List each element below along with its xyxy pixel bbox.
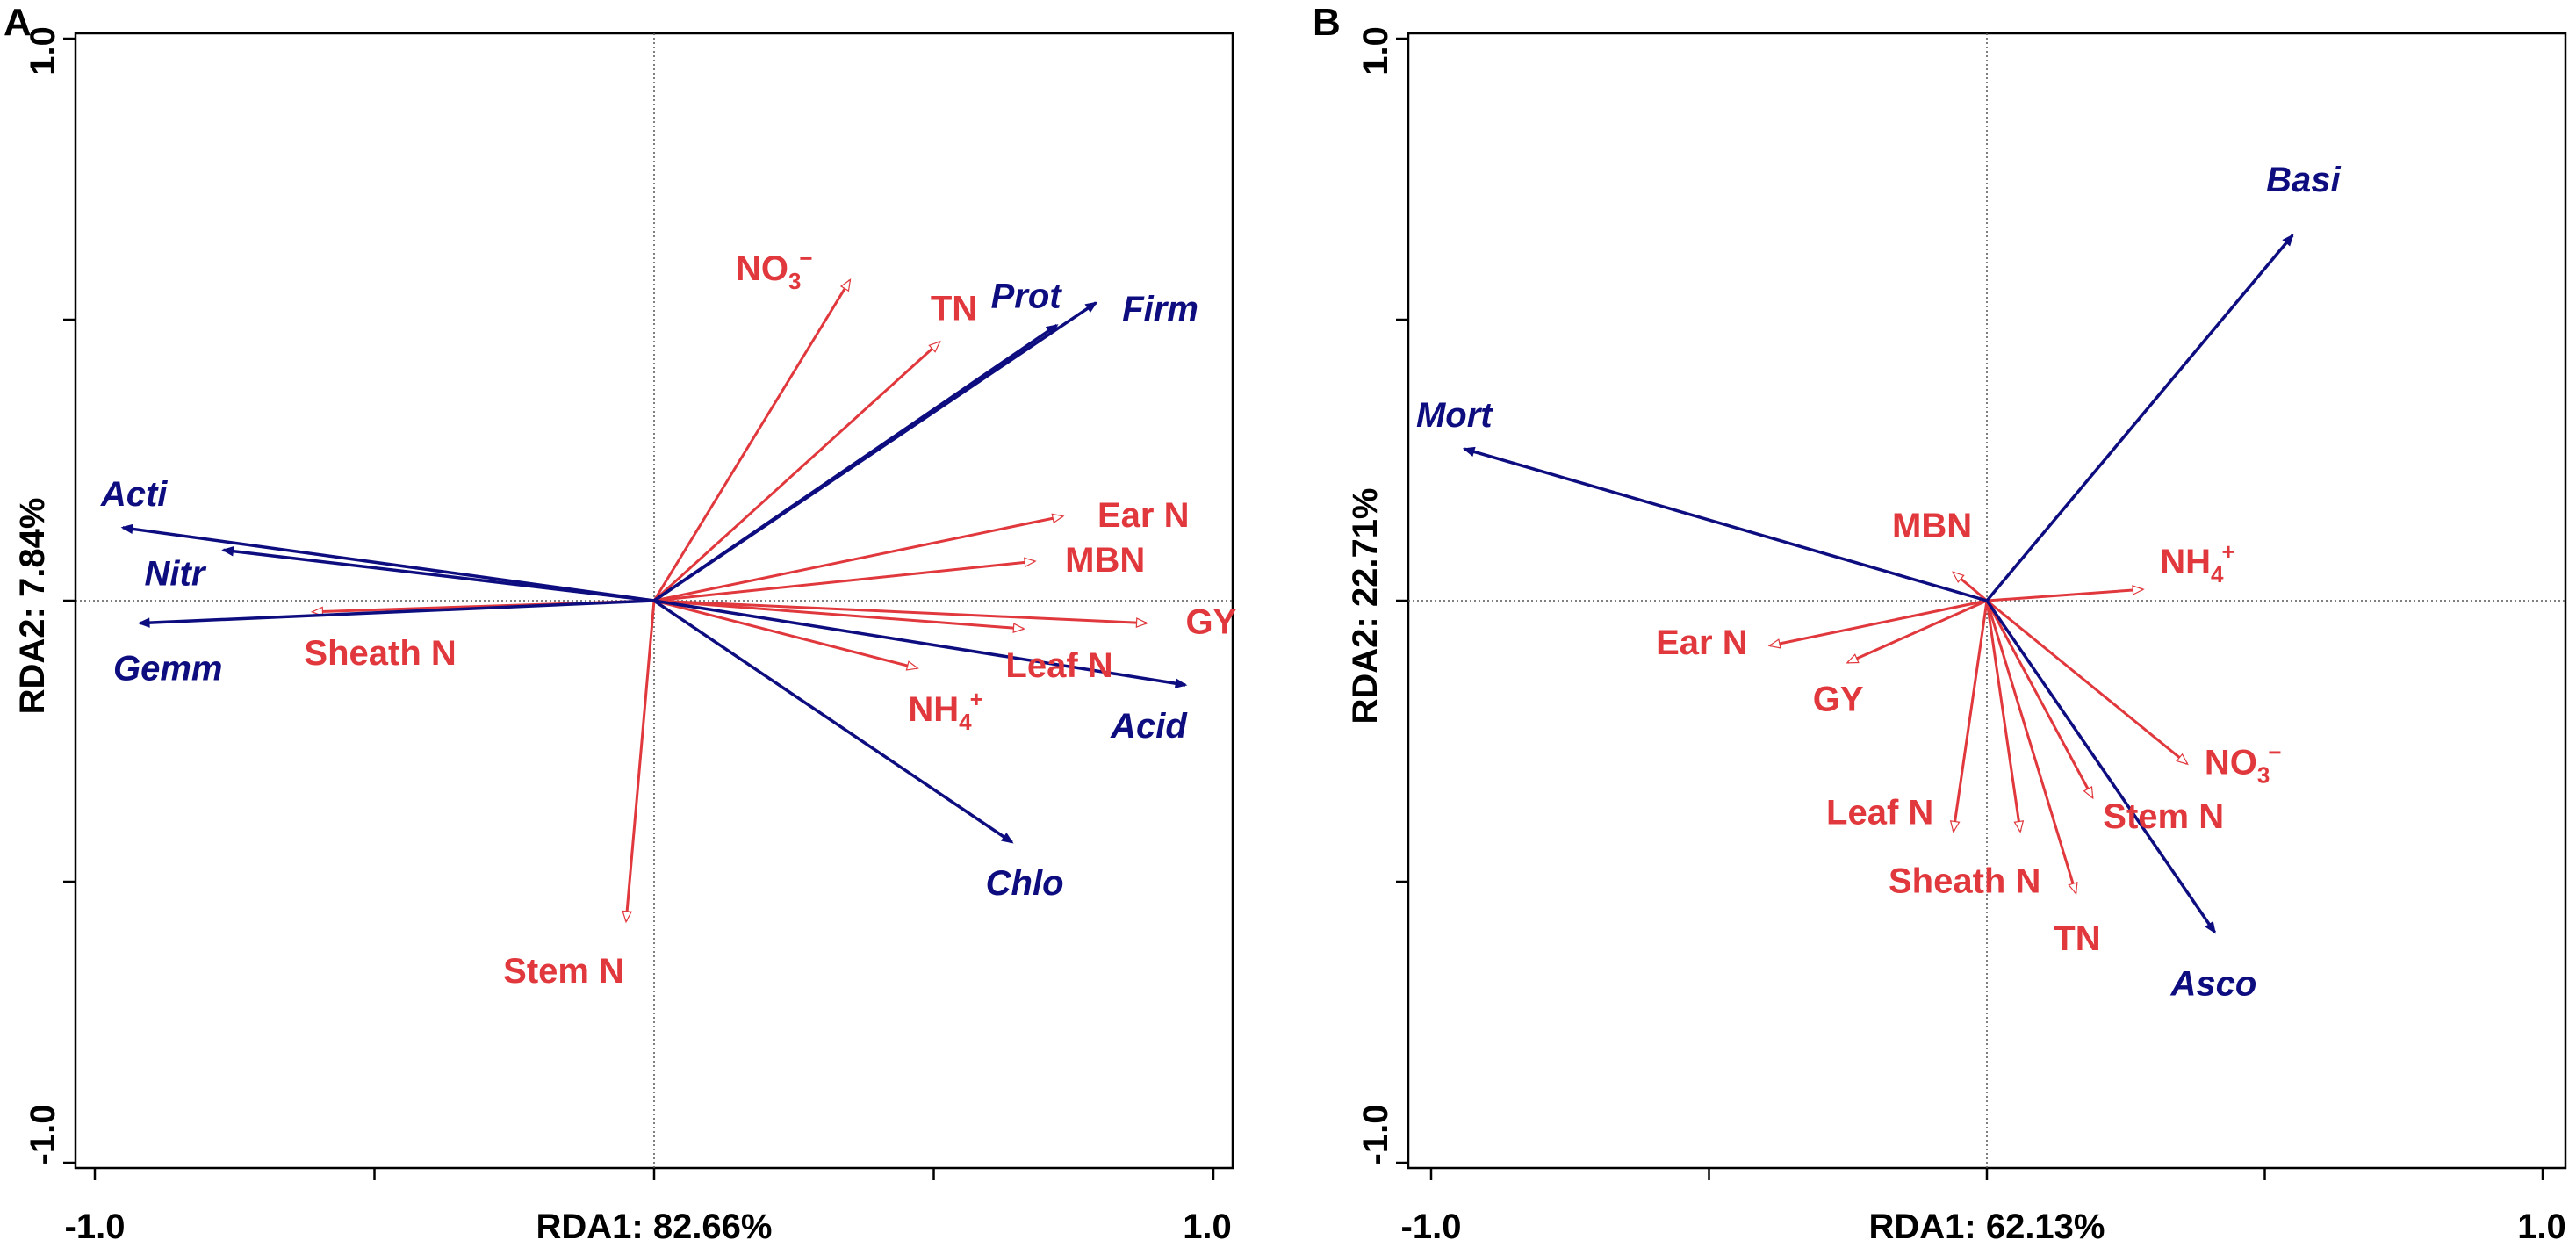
- panel-a-vectors: [120, 278, 1188, 924]
- panel-b-env-label-gy: GY: [1813, 680, 1864, 718]
- panel-a-x-tick-min: -1.0: [65, 1207, 126, 1246]
- panel-b-x-tick-max: 1.0: [2517, 1207, 2566, 1246]
- panel-a-y-axis-title: RDA2: 7.84%: [13, 498, 52, 715]
- panel-a-env-label-nh4: NH4+: [908, 686, 982, 735]
- panel-a-taxa-label-firm: Firm: [1122, 290, 1198, 328]
- panel-b-env-label-leaf-n: Leaf N: [1826, 793, 1933, 832]
- panel-a-x-tick-max: 1.0: [1183, 1207, 1232, 1246]
- panel-b-taxa-label-basi: Basi: [2266, 161, 2341, 199]
- panel-b-env-label-sheath-n: Sheath N: [1889, 861, 2040, 900]
- panel-a-y-tick-max: 1.0: [24, 26, 62, 76]
- panel-b-env-arrow-mbn: [1952, 571, 1988, 602]
- panel-b-x-tick-min: -1.0: [1401, 1207, 1462, 1246]
- panel-a-letter: A: [4, 1, 32, 44]
- panel-a-env-arrow-gy: [653, 599, 1149, 628]
- panel-a-taxa-label-chlo: Chlo: [986, 864, 1064, 903]
- panel-a-taxa-label-nitr: Nitr: [145, 554, 207, 593]
- panel-b-y-axis-title: RDA2: 22.71%: [1346, 487, 1385, 724]
- panel-b-taxa-arrow-asco: [1985, 600, 2216, 934]
- panel-a-env-label-gy: GY: [1186, 603, 1237, 642]
- panel-b-env-arrow-gy: [1846, 599, 1988, 664]
- panel-a-env-label-ear-n: Ear N: [1097, 496, 1190, 535]
- panel-b-env-arrow-stem-n: [1985, 600, 2094, 800]
- panel-b-env-arrow-no3: [1986, 599, 2189, 766]
- panel-b-letter: B: [1313, 1, 1341, 44]
- panel-a-env-label-no3: NO3−: [736, 245, 813, 294]
- panel-a-env-label-stem-n: Stem N: [503, 952, 624, 991]
- panel-b-y-tick-max: 1.0: [1356, 26, 1395, 76]
- panel-a-env-arrow-mbn: [653, 557, 1037, 602]
- panel-b-env-arrow-nh4: [1986, 585, 2145, 602]
- panel-a-env-arrow-ear-n: [653, 513, 1065, 602]
- panel-b-env-arrow-ear-n: [1767, 599, 1988, 649]
- panel-a-taxa-label-acti: Acti: [100, 475, 168, 514]
- panel-b: B MBN NH4+ Ear N GY NO3− Leaf N Sheath N Stem N…: [1313, 1, 2567, 1246]
- panel-b-y-tick-min: -1.0: [1356, 1105, 1395, 1165]
- panel-b-taxa-label-asco: Asco: [2170, 965, 2257, 1004]
- panel-a-ticks: [63, 37, 1215, 1180]
- panel-b-x-axis-title: RDA1: 62.13%: [1868, 1207, 2105, 1246]
- panel-a-taxa-arrow-gemm: [137, 599, 655, 628]
- panel-a-env-arrow-nh4: [653, 599, 919, 671]
- panel-b-vectors: [1462, 234, 2294, 934]
- panel-a-env-label-leaf-n: Leaf N: [1005, 646, 1112, 685]
- panel-b-ticks: [1396, 37, 2544, 1180]
- panel-a-env-arrow-leaf-n: [653, 599, 1025, 634]
- panel-b-taxa-arrow-basi: [1985, 234, 2294, 602]
- panel-b-env-label-nh4: NH4+: [2160, 538, 2234, 587]
- panel-b-env-label-tn: TN: [2054, 919, 2100, 958]
- panel-b-env-arrow-tn: [1985, 600, 2078, 896]
- panel-a-x-axis-title: RDA1: 82.66%: [536, 1207, 772, 1246]
- panel-b-env-arrow-sheath-n: [1985, 600, 2025, 833]
- panel-b-env-label-stem-n: Stem N: [2103, 797, 2224, 836]
- panel-a-env-arrow-stem-n: [622, 600, 656, 924]
- panel-a-taxa-arrow-nitr: [221, 546, 655, 602]
- panel-b-env-arrow-leaf-n: [1949, 600, 1989, 833]
- panel-b-env-label-ear-n: Ear N: [1656, 624, 1748, 662]
- panel-a-taxa-arrow-chlo: [653, 599, 1014, 844]
- panel-a-env-label-mbn: MBN: [1065, 541, 1145, 580]
- panel-b-taxa-label-mort: Mort: [1416, 396, 1493, 435]
- panel-a: A NO3− TN Ear N MBN GY Leaf N NH4+ Sheath N Stem…: [4, 1, 1237, 1246]
- panel-a-y-tick-min: -1.0: [24, 1105, 62, 1165]
- panel-b-taxa-arrow-mort: [1462, 446, 1988, 602]
- panel-a-env-label-sheath-n: Sheath N: [304, 634, 456, 673]
- panel-b-env-label-mbn: MBN: [1892, 507, 1972, 545]
- panel-a-taxa-label-gemm: Gemm: [113, 650, 223, 688]
- panel-a-env-arrow-tn: [652, 340, 941, 602]
- panel-a-taxa-label-prot: Prot: [991, 277, 1063, 315]
- panel-a-env-arrow-no3: [652, 278, 852, 602]
- panel-a-taxa-arrow-acti: [120, 523, 655, 602]
- panel-a-labels: NO3− TN Ear N MBN GY Leaf N NH4+ Sheath N Stem N…: [100, 245, 1237, 991]
- panel-b-env-label-no3: NO3−: [2205, 739, 2282, 789]
- panel-a-env-label-tn: TN: [931, 290, 977, 328]
- panel-a-taxa-label-acid: Acid: [1110, 707, 1188, 746]
- panel-b-labels: MBN NH4+ Ear N GY NO3− Leaf N Sheath N Stem N TN…: [1416, 161, 2342, 1004]
- panel-a-taxa-arrow-firm: [653, 301, 1098, 602]
- panel-a-taxa-arrow-acid: [653, 599, 1188, 688]
